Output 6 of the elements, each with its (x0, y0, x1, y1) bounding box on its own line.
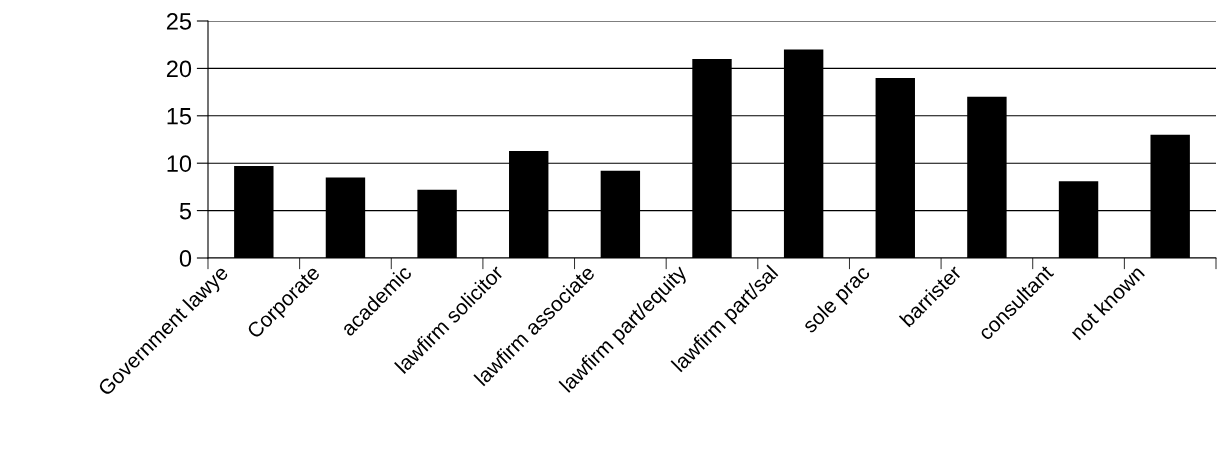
y-tick-label: 10 (167, 155, 192, 172)
y-tick-label: 25 (166, 13, 192, 30)
y-tick-label: 5 (179, 202, 192, 220)
y-tick-label: 20 (166, 60, 192, 78)
y-tick-label: 0 (179, 250, 192, 267)
y-tick-label: 15 (167, 108, 192, 125)
